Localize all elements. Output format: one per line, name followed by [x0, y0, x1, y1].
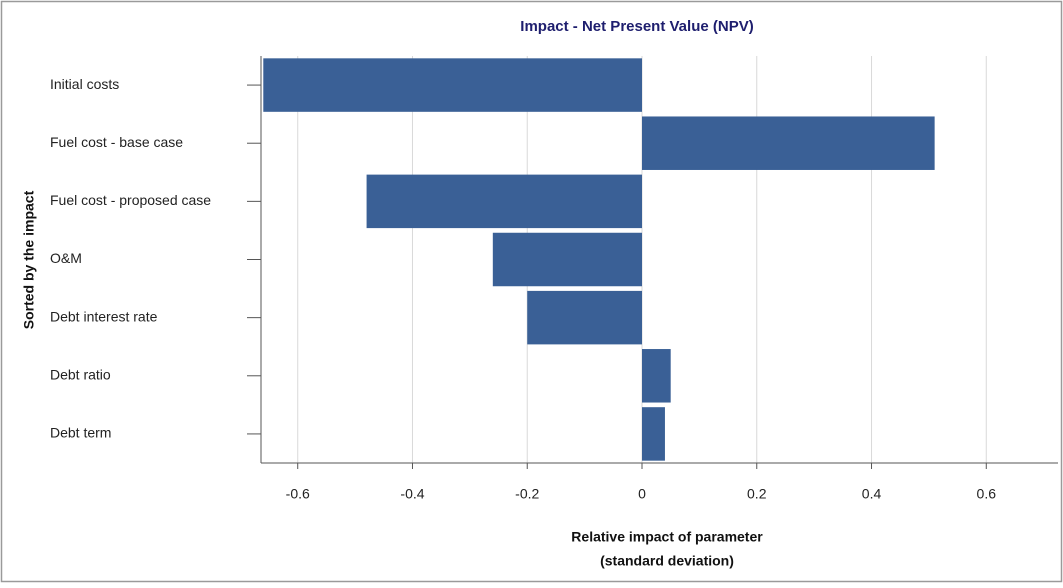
bar [263, 58, 642, 112]
bar [492, 232, 642, 287]
y-tick-label: O&M [50, 250, 82, 266]
bar [641, 116, 935, 170]
x-tick-label: 0 [638, 486, 646, 502]
x-axis-title: Relative impact of parameter [571, 529, 763, 545]
bar [527, 290, 642, 345]
chart-title: Impact - Net Present Value (NPV) [520, 18, 753, 35]
x-tick-label: 0.2 [747, 486, 767, 502]
y-tick-label: Initial costs [50, 76, 119, 92]
y-tick-label: Fuel cost - base case [50, 134, 183, 150]
bar [366, 174, 642, 229]
x-tick-label: 0.6 [977, 486, 997, 502]
y-tick-label: Debt term [50, 425, 111, 441]
y-axis-title: Sorted by the impact [21, 190, 37, 329]
y-tick-label: Fuel cost - proposed case [50, 192, 211, 208]
bar [641, 407, 665, 461]
x-tick-label: -0.4 [400, 486, 424, 502]
y-tick-label: Debt interest rate [50, 308, 158, 324]
x-tick-label: -0.6 [286, 486, 310, 502]
bar [641, 349, 671, 403]
x-tick-label: -0.2 [515, 486, 539, 502]
x-tick-label: 0.4 [862, 486, 882, 502]
x-axis-title: (standard deviation) [600, 553, 734, 569]
y-tick-label: Debt ratio [50, 366, 111, 382]
